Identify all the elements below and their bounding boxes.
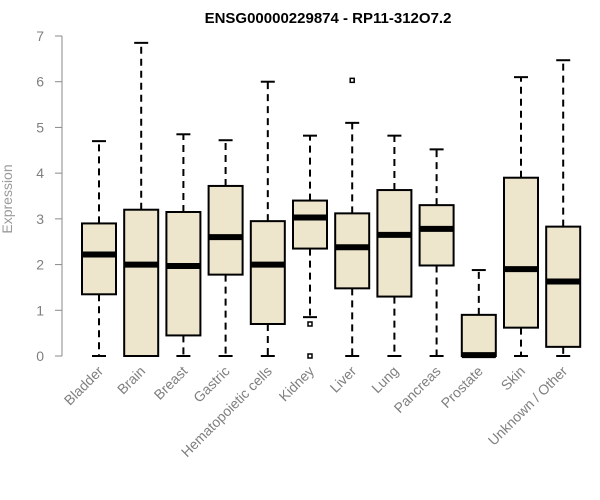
box-iqr (418, 204, 455, 267)
box-iqr (81, 222, 117, 296)
y-axis-label: Expression (0, 164, 15, 233)
box-iqr (292, 199, 328, 250)
box-group (207, 139, 244, 357)
y-tick-label: 3 (36, 211, 44, 227)
y-tick-label: 1 (36, 302, 44, 318)
box-iqr (460, 313, 497, 358)
outlier-point (307, 321, 313, 327)
x-tick-label: Breast (151, 363, 191, 403)
box-iqr (207, 184, 244, 276)
x-tick-label: Skin (498, 363, 529, 394)
x-tick-label: Unknown / Other (485, 363, 571, 449)
y-tick-label: 7 (36, 28, 44, 44)
box-group (460, 269, 497, 359)
y-tick-label: 2 (36, 257, 44, 273)
x-tick-label: Bladder (61, 363, 107, 409)
box-group (545, 59, 582, 357)
x-tick-label: Prostate (438, 363, 486, 411)
y-tick-label: 6 (36, 74, 44, 90)
outlier-point (349, 77, 355, 84)
box-iqr (545, 225, 582, 348)
box-group (123, 41, 160, 357)
box-iqr (165, 211, 202, 337)
box-iqr (249, 220, 286, 325)
box-group (249, 80, 286, 357)
outlier-point (307, 353, 313, 359)
x-tick-label: Lung (368, 363, 401, 396)
box-iqr (376, 189, 413, 298)
x-tick-label: Liver (327, 363, 360, 396)
box-iqr (123, 208, 160, 357)
box-iqr (503, 176, 539, 329)
x-tick-label: Pancreas (391, 363, 444, 416)
chart-title: ENSG00000229874 - RP11-312O7.2 (205, 10, 452, 27)
y-tick-label: 5 (36, 119, 44, 135)
y-tick-label: 0 (36, 348, 44, 364)
box-group (292, 134, 328, 359)
box-iqr (334, 212, 371, 290)
box-group (418, 148, 455, 357)
box-group (165, 133, 202, 357)
x-tick-label: Brain (114, 363, 148, 397)
y-tick-label: 4 (36, 165, 44, 181)
plot-area (81, 41, 582, 359)
box-group (376, 134, 413, 357)
x-tick-label: Kidney (276, 363, 318, 405)
box-group (503, 76, 539, 357)
y-axis-ticks: 0 1 2 3 4 5 6 7 (36, 28, 62, 364)
box-group (334, 77, 371, 357)
box-group (81, 140, 117, 357)
